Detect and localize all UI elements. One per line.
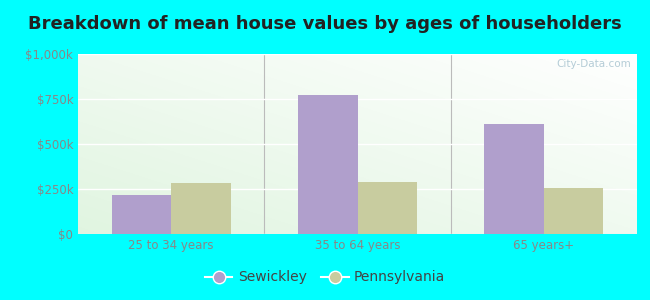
Bar: [298, 94, 358, 234]
Text: City-Data.com: City-Data.com: [556, 59, 631, 69]
Bar: [484, 124, 544, 234]
Bar: [171, 183, 231, 234]
Legend: Sewickley, Pennsylvania: Sewickley, Pennsylvania: [199, 265, 451, 290]
Bar: [358, 182, 417, 234]
Bar: [544, 188, 603, 234]
Text: Breakdown of mean house values by ages of householders: Breakdown of mean house values by ages o…: [28, 15, 622, 33]
Bar: [112, 195, 171, 234]
